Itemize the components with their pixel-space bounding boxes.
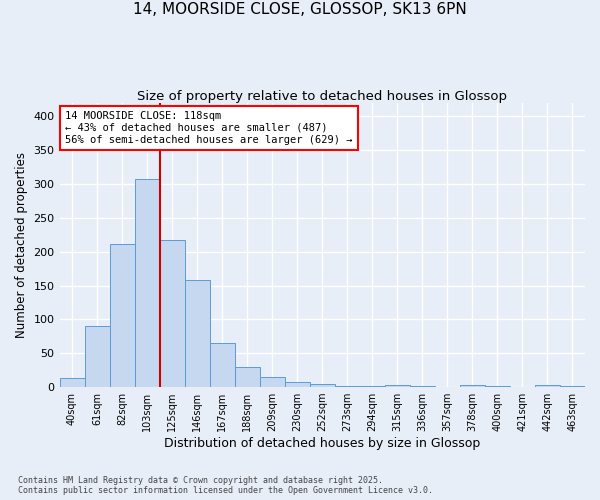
- Bar: [209, 343, 235, 387]
- Bar: [485, 386, 510, 387]
- Y-axis label: Number of detached properties: Number of detached properties: [15, 152, 28, 338]
- Title: Size of property relative to detached houses in Glossop: Size of property relative to detached ho…: [137, 90, 507, 103]
- Bar: [59, 378, 85, 387]
- Text: 14 MOORSIDE CLOSE: 118sqm
← 43% of detached houses are smaller (487)
56% of semi: 14 MOORSIDE CLOSE: 118sqm ← 43% of detac…: [65, 112, 352, 144]
- Bar: [160, 240, 185, 387]
- Bar: [335, 386, 360, 387]
- Bar: [560, 386, 585, 387]
- Bar: [260, 377, 285, 387]
- Bar: [410, 386, 435, 387]
- X-axis label: Distribution of detached houses by size in Glossop: Distribution of detached houses by size …: [164, 437, 481, 450]
- Bar: [285, 382, 310, 387]
- Bar: [235, 367, 260, 387]
- Bar: [310, 384, 335, 387]
- Bar: [360, 386, 385, 387]
- Bar: [85, 326, 110, 387]
- Bar: [110, 244, 134, 387]
- Bar: [134, 180, 160, 387]
- Bar: [460, 385, 485, 387]
- Bar: [535, 385, 560, 387]
- Bar: [385, 385, 410, 387]
- Text: Contains HM Land Registry data © Crown copyright and database right 2025.
Contai: Contains HM Land Registry data © Crown c…: [18, 476, 433, 495]
- Text: 14, MOORSIDE CLOSE, GLOSSOP, SK13 6PN: 14, MOORSIDE CLOSE, GLOSSOP, SK13 6PN: [133, 2, 467, 18]
- Bar: [185, 280, 209, 387]
